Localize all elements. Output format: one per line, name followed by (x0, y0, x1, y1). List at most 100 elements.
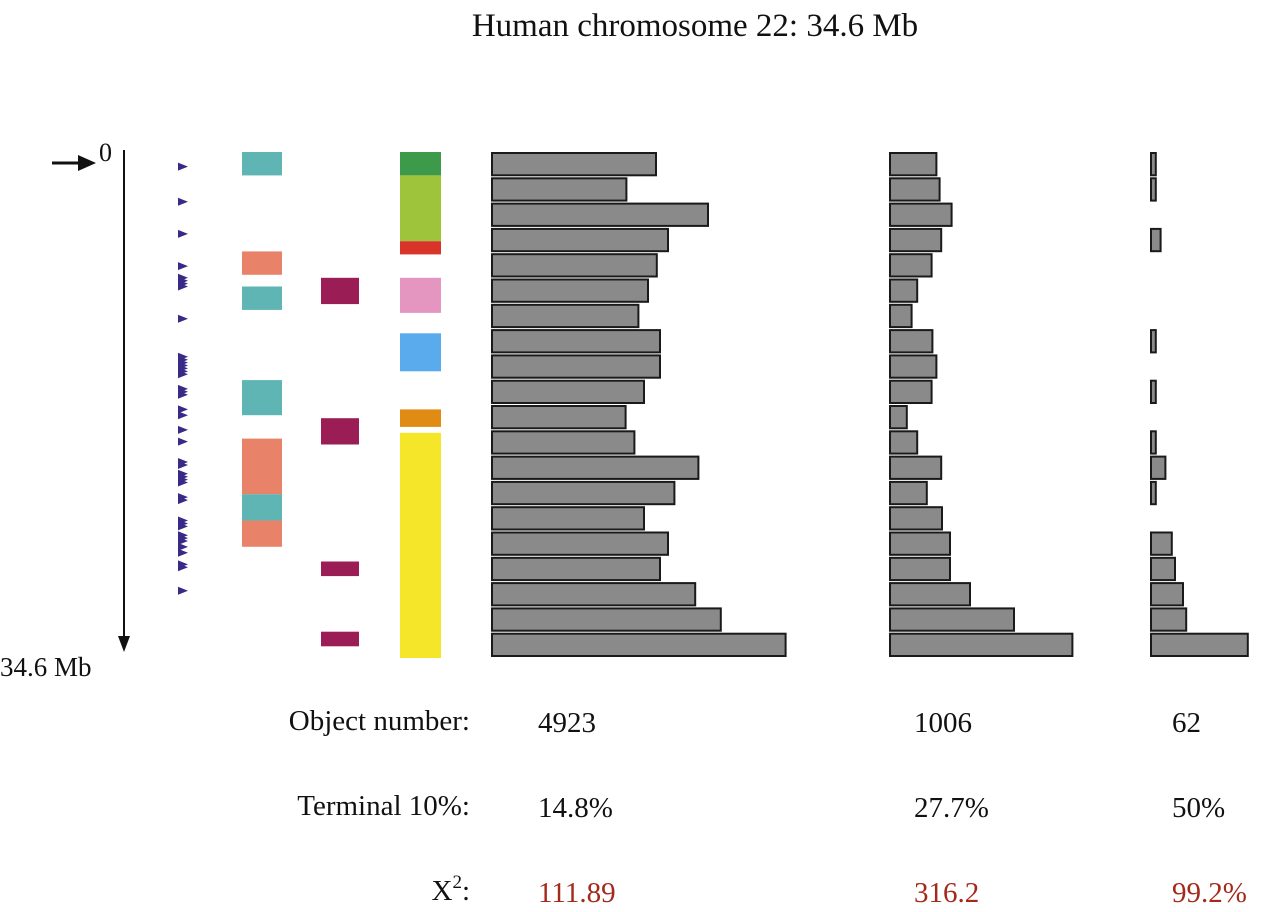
bar-series2-bin-10 (889, 379, 933, 405)
bar-series2-bin-6 (889, 278, 919, 303)
bar-series2-bin-14 (889, 480, 928, 506)
bar-series2-bin-12 (889, 430, 919, 455)
feature-arrowhead-20 (178, 405, 188, 414)
figure-title: Human chromosome 22: 34.6 Mb (472, 8, 918, 44)
terminal-col3: 50% (1172, 792, 1225, 824)
region-block-c-5 (400, 333, 441, 372)
region-block-c-2 (400, 175, 441, 242)
bar-series2-bin-3 (889, 202, 953, 227)
feature-arrowhead-21 (178, 411, 188, 420)
feature-arrowhead-31 (178, 496, 188, 505)
region-block-a-3 (242, 286, 282, 310)
bar-series1-bin-16 (491, 531, 669, 556)
bar-series3-bin-17 (1150, 556, 1176, 582)
bar-series1-bin-5 (491, 253, 658, 278)
region-block-a-7 (242, 520, 282, 547)
bar-series2-bin-13 (889, 455, 943, 480)
object-number-label: Object number: (289, 705, 470, 737)
chi-square-col2: 316.2 (914, 877, 979, 909)
bar-series1-bin-19 (491, 607, 722, 632)
object-number-col2: 1006 (914, 707, 972, 739)
terminal-label: Terminal 10%: (297, 790, 470, 822)
bar-series3-bin-19 (1150, 607, 1188, 632)
bar-series2-bin-2 (889, 177, 941, 202)
region-block-a-1 (242, 152, 282, 176)
axis-start-label: 0 (99, 138, 112, 167)
bar-series1-bin-12 (491, 430, 636, 455)
bar-series3-bin-10 (1150, 379, 1157, 405)
bar-series1-bin-4 (491, 227, 669, 253)
region-block-c-7 (400, 432, 441, 658)
chi-square-col3: 99.2% (1172, 877, 1247, 909)
bar-series3-bin-8 (1150, 329, 1157, 354)
feature-arrowhead-39 (178, 548, 188, 557)
axis-end-label: 34.6 Mb (0, 652, 92, 682)
bar-series2-bin-1 (889, 152, 938, 177)
region-block-c-4 (400, 277, 441, 313)
bar-series3-bin-14 (1150, 480, 1157, 506)
region-block-a-4 (242, 380, 282, 416)
bar-series1-bin-8 (491, 329, 661, 354)
bar-series1-bin-7 (491, 303, 640, 329)
bar-series1-bin-20 (491, 632, 787, 658)
bar-series2-bin-4 (889, 227, 943, 253)
feature-arrowhead-34 (178, 522, 188, 531)
bar-series3-bin-12 (1150, 430, 1157, 455)
bar-series2-bin-16 (889, 531, 951, 556)
feature-arrowhead-42 (178, 586, 188, 595)
region-block-b-2 (321, 418, 359, 445)
annotation-tracks (178, 152, 441, 658)
bar-series1-bin-1 (491, 152, 657, 177)
bar-series3-bin-18 (1150, 582, 1184, 607)
bar-series2-bin-18 (889, 582, 971, 607)
region-block-c-1 (400, 152, 441, 176)
chi-square-col1: 111.89 (538, 877, 616, 909)
bar-series1-bin-13 (491, 455, 700, 480)
bar-series1-bin-11 (491, 405, 627, 430)
bar-series1-bin-6 (491, 278, 649, 303)
feature-arrowhead-8 (178, 282, 188, 291)
object-number-col3: 62 (1172, 707, 1201, 739)
bar-series1-bin-18 (491, 582, 697, 607)
bar-series1-bin-3 (491, 202, 709, 227)
bar-series1-bin-14 (491, 480, 676, 506)
feature-arrowhead-19 (178, 390, 188, 399)
start-pointer-icon (78, 155, 96, 171)
region-block-a-5 (242, 438, 282, 495)
region-block-c-3 (400, 241, 441, 255)
bar-series3-bin-13 (1150, 455, 1167, 480)
bar-series2-bin-9 (889, 354, 938, 379)
bar-series3-bin-2 (1150, 177, 1157, 202)
feature-arrowhead-9 (178, 314, 188, 323)
feature-arrowhead-41 (178, 563, 188, 572)
region-block-a-6 (242, 494, 282, 521)
terminal-col2: 27.7% (914, 792, 989, 824)
bar-series1-bin-10 (491, 379, 645, 405)
bar-series3-bin-1 (1150, 152, 1157, 177)
feature-arrowhead-2 (178, 197, 188, 206)
bar-series2-bin-15 (889, 506, 943, 531)
feature-arrowhead-4 (178, 262, 188, 271)
bar-series2-bin-8 (889, 329, 934, 354)
bar-series2-bin-17 (889, 556, 951, 582)
region-block-c-6 (400, 409, 441, 427)
bar-series2-bin-7 (889, 303, 913, 329)
feature-arrowhead-38 (178, 542, 188, 551)
feature-arrowhead-1 (178, 162, 188, 171)
feature-arrowhead-23 (178, 437, 188, 446)
axis-end-arrowhead (118, 636, 130, 652)
region-block-b-1 (321, 277, 359, 305)
bar-series2-bin-5 (889, 253, 933, 278)
bar-series1-bin-9 (491, 354, 661, 379)
bar-series3-bin-4 (1150, 227, 1162, 253)
bar-series3-bin-20 (1150, 632, 1249, 658)
region-block-b-4 (321, 631, 359, 647)
bar-series2-bin-19 (889, 607, 1015, 632)
bar-series1-bin-2 (491, 177, 628, 202)
feature-arrowhead-3 (178, 229, 188, 238)
object-number-col1: 4923 (538, 707, 596, 739)
chi-square-label: X2: (431, 872, 470, 907)
feature-arrowhead-25 (178, 461, 188, 469)
terminal-col1: 14.8% (538, 792, 613, 824)
